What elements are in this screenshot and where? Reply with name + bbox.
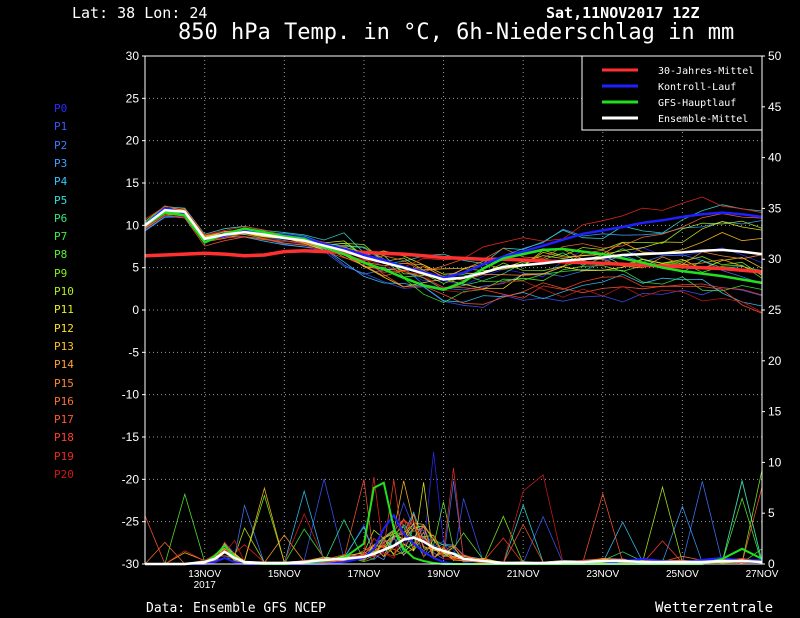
location-label: Lat: 38 Lon: 24: [72, 4, 208, 22]
gfs-main-run-precip-line: [145, 481, 763, 565]
member-label-p1: P1: [54, 120, 68, 134]
x-tick-sublabel: 2017: [194, 580, 217, 591]
member-temp-line: [144, 215, 763, 313]
legend-label: Kontroll-Lauf: [658, 82, 736, 93]
member-label-p6: P6: [54, 211, 68, 225]
axis-tick-labels: -30 -25 -20 -15 -10 -5 0 5 10 15 20 25 30 0 5 10 15 20 25 3…: [122, 49, 782, 591]
x-tick-label: 21NOV: [507, 569, 540, 580]
member-label-p11: P11: [54, 303, 74, 317]
member-precip-line: [145, 480, 763, 565]
y-right-tick-label: 40: [768, 151, 782, 165]
member-precip-line: [145, 505, 763, 565]
y-left-tick-label: -30: [122, 557, 140, 571]
y-right-tick-label: 50: [768, 49, 782, 63]
y-left-tick-label: 10: [126, 218, 140, 232]
x-tick-label: 19NOV: [427, 569, 460, 580]
x-tick-label: 13NOV: [188, 569, 221, 580]
y-right-tick-label: 5: [768, 506, 775, 520]
grid-lines: [145, 56, 762, 564]
legend-label: GFS-Hauptlauf: [658, 98, 736, 109]
y-left-tick-label: -5: [128, 345, 139, 359]
member-label-p18: P18: [54, 431, 74, 445]
x-tick-label: 15NOV: [268, 569, 301, 580]
member-label-p2: P2: [54, 138, 68, 152]
member-label-p20: P20: [54, 468, 74, 481]
legend-label: Ensemble-Mittel: [658, 114, 748, 125]
x-tick-label: 17NOV: [348, 569, 381, 580]
member-label-p7: P7: [54, 230, 68, 244]
member-label-p3: P3: [54, 156, 68, 170]
member-temp-line: [144, 214, 763, 282]
member-label-p17: P17: [54, 413, 74, 427]
brand-label: Wetterzentrale: [655, 600, 774, 616]
y-right-tick-label: 30: [768, 252, 782, 266]
y-right-tick-label: 10: [768, 455, 782, 469]
member-label-p8: P8: [54, 248, 68, 262]
control-run-temp-line: [144, 207, 763, 280]
member-label-p5: P5: [54, 193, 68, 207]
member-label-p10: P10: [54, 285, 74, 298]
y-right-tick-label: 15: [768, 405, 782, 419]
member-precip-line: [145, 469, 763, 565]
legend: 30-Jahres-Mittel Kontroll-Lauf GFS-Hauptla…: [581, 55, 763, 131]
ensemble-mean-temp-line: [144, 208, 763, 281]
member-label-p12: P12: [54, 321, 74, 335]
ensemble-mean-precip-line: [145, 536, 763, 566]
y-left-tick-label: -10: [122, 388, 140, 402]
member-label-p19: P19: [54, 449, 74, 463]
y-right-tick-label: 35: [768, 201, 782, 215]
member-label-p4: P4: [54, 175, 68, 189]
member-label-p15: P15: [54, 376, 74, 390]
y-left-tick-label: 30: [126, 49, 140, 63]
member-precip-line: [145, 482, 763, 565]
model-run-label: Sat,11NOV2017 12Z: [546, 4, 700, 22]
legend-label: 30-Jahres-Mittel: [658, 66, 754, 77]
y-right-tick-label: 20: [768, 354, 782, 368]
y-left-tick-label: 25: [126, 91, 140, 105]
member-temp-line: [144, 210, 763, 304]
y-left-tick-label: 20: [126, 134, 140, 148]
x-tick-label: 27NOV: [746, 569, 779, 580]
y-left-tick-label: 0: [132, 303, 139, 317]
member-temp-line: [144, 208, 763, 271]
y-left-tick-label: -20: [122, 472, 140, 486]
member-label-p16: P16: [54, 394, 74, 408]
data-source-label: Data: Ensemble GFS NCEP: [146, 601, 327, 616]
x-tick-label: 23NOV: [586, 569, 619, 580]
member-label-p13: P13: [54, 339, 74, 353]
member-label-p0: P0: [54, 102, 68, 115]
y-right-tick-label: 25: [768, 303, 782, 317]
member-label-p14: P14: [54, 358, 74, 372]
y-left-tick-label: -15: [122, 430, 140, 444]
y-left-tick-label: 5: [132, 261, 139, 275]
member-temp-line: [144, 211, 763, 284]
y-left-tick-label: 15: [126, 176, 140, 190]
member-precip-line: [145, 480, 763, 565]
y-right-tick-label: 45: [768, 100, 782, 114]
y-left-tick-label: -25: [122, 515, 140, 529]
member-label-p9: P9: [54, 266, 68, 280]
x-tick-label: 25NOV: [666, 569, 699, 580]
chart-title: 850 hPa Temp. in °C, 6h-Niederschlag in …: [178, 20, 735, 45]
y-right-tick-label: 0: [768, 557, 775, 571]
gfs-main-run-temp-line: [144, 211, 763, 292]
control-run-precip-line: [145, 513, 763, 565]
member-temp-line: [144, 211, 763, 299]
